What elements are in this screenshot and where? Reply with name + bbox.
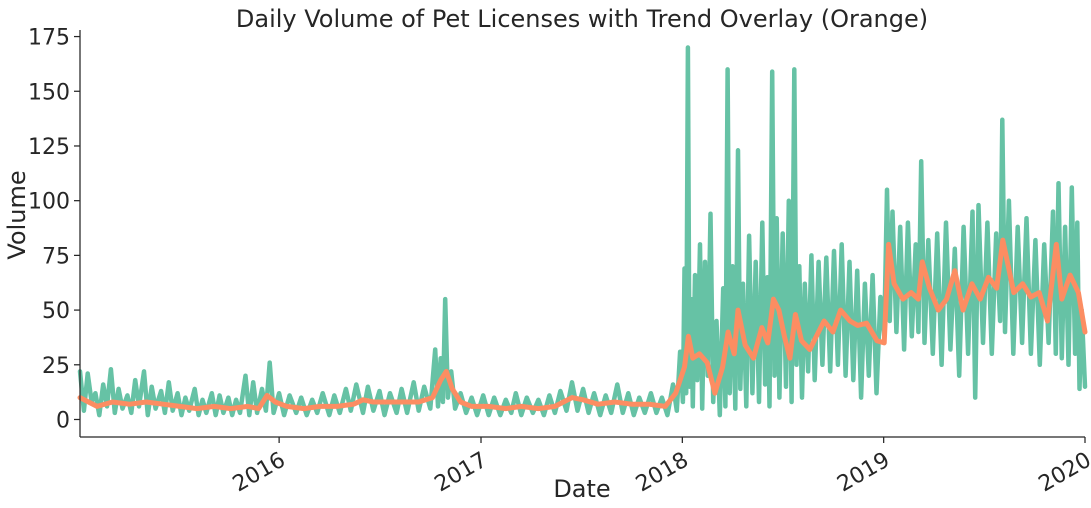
y-tick-label: 175 bbox=[28, 26, 70, 51]
y-axis-label: Volume bbox=[3, 170, 31, 259]
plot-area bbox=[77, 45, 1088, 418]
y-tick-label: 125 bbox=[28, 135, 70, 160]
y-tick-label: 0 bbox=[56, 408, 70, 433]
chart-title: Daily Volume of Pet Licenses with Trend … bbox=[236, 5, 928, 33]
x-axis-label: Date bbox=[553, 475, 610, 503]
y-tick-label: 50 bbox=[42, 299, 70, 324]
y-tick-label: 75 bbox=[42, 244, 70, 269]
series-layer bbox=[77, 45, 1088, 418]
y-ticks: 0 25 50 75 100 125 150 175 bbox=[28, 26, 80, 433]
y-tick-label: 100 bbox=[28, 190, 70, 215]
y-tick-label: 150 bbox=[28, 80, 70, 105]
series-line-1 bbox=[77, 237, 1088, 412]
y-tick-label: 25 bbox=[42, 354, 70, 379]
